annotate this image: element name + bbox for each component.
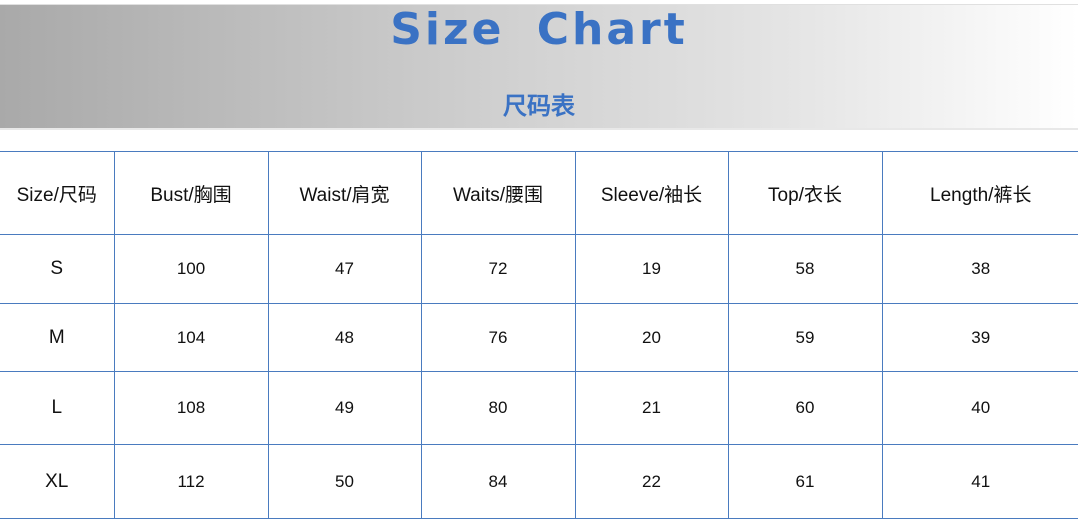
measurement-cell: 80 [420, 371, 576, 445]
measurement-cell: 84 [420, 444, 576, 519]
measurement-cell: 59 [727, 303, 883, 372]
size-cell: S [0, 234, 115, 304]
size-cell: M [0, 303, 115, 372]
table-row: L 108 49 80 21 60 40 [0, 371, 1078, 445]
measurement-cell: 41 [881, 444, 1078, 519]
measurement-cell: 48 [267, 303, 422, 372]
column-header: Length/裤长 [881, 151, 1078, 235]
measurement-cell: 60 [727, 371, 883, 445]
measurement-cell: 76 [420, 303, 576, 372]
table-row: S 100 47 72 19 58 38 [0, 234, 1078, 304]
measurement-cell: 19 [574, 234, 729, 304]
measurement-cell: 40 [881, 371, 1078, 445]
measurement-cell: 39 [881, 303, 1078, 372]
table-row: M 104 48 76 20 59 39 [0, 303, 1078, 372]
size-cell: XL [0, 444, 115, 519]
column-header: Sleeve/袖长 [574, 151, 729, 235]
measurement-cell: 22 [574, 444, 729, 519]
table-header-row: Size/尺码 Bust/胸围 Waist/肩宽 Waits/腰围 Sleeve/袖长 T… [0, 151, 1078, 235]
page-subtitle: 尺码表 [503, 93, 575, 120]
page-title: Size Chart [390, 4, 688, 55]
measurement-cell: 58 [727, 234, 883, 304]
measurement-cell: 112 [113, 444, 269, 519]
measurement-cell: 47 [267, 234, 422, 304]
column-header: Waits/腰围 [420, 151, 576, 235]
measurement-cell: 20 [574, 303, 729, 372]
size-table: Size/尺码 Bust/胸围 Waist/肩宽 Waits/腰围 Sleeve/袖长 T… [0, 151, 1078, 519]
measurement-cell: 50 [267, 444, 422, 519]
size-cell: L [0, 371, 115, 445]
column-header: Top/衣长 [727, 151, 883, 235]
measurement-cell: 49 [267, 371, 422, 445]
measurement-cell: 61 [727, 444, 883, 519]
column-header: Waist/肩宽 [267, 151, 422, 235]
measurement-cell: 21 [574, 371, 729, 445]
measurement-cell: 108 [113, 371, 269, 445]
header-banner [0, 4, 1078, 130]
measurement-cell: 72 [420, 234, 576, 304]
table-row: XL 112 50 84 22 61 41 [0, 444, 1078, 519]
measurement-cell: 104 [113, 303, 269, 372]
measurement-cell: 100 [113, 234, 269, 304]
column-header: Size/尺码 [0, 151, 115, 235]
column-header: Bust/胸围 [113, 151, 269, 235]
measurement-cell: 38 [881, 234, 1078, 304]
